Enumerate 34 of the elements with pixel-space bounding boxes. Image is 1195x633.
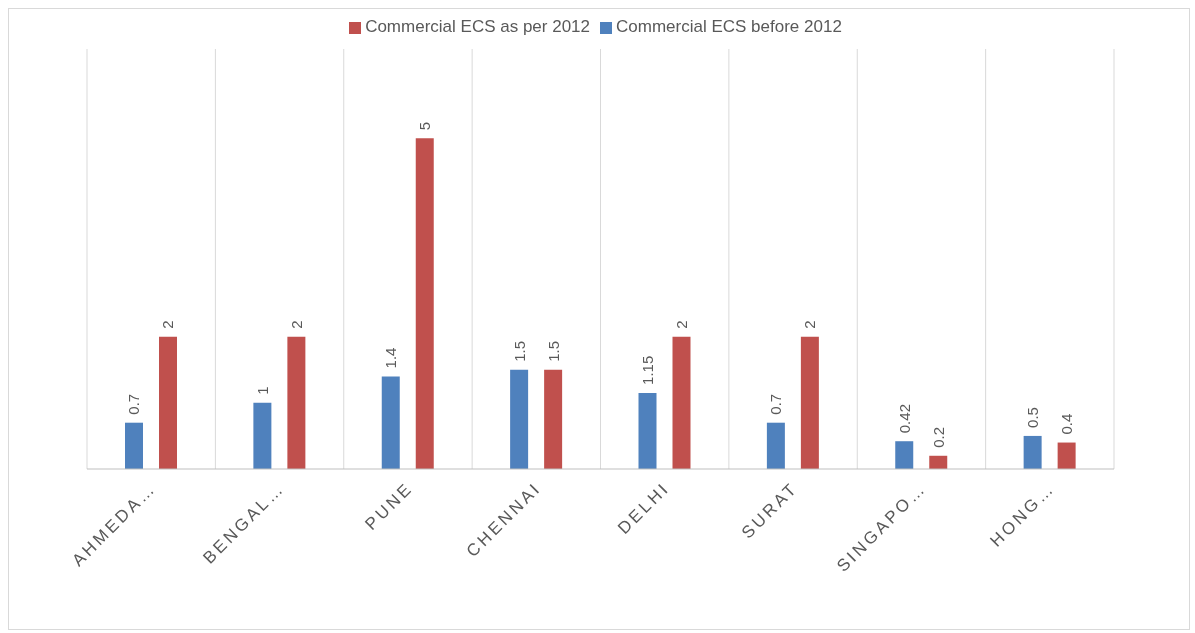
bar [253,402,272,469]
data-label: 0.5 [1024,407,1042,428]
data-label: 0.2 [929,426,947,448]
bar [510,369,529,469]
data-label: 1.15 [639,355,656,385]
bar [415,138,434,469]
legend-label: Commercial ECS before 2012 [616,17,842,36]
bar [125,422,143,469]
legend-label: Commercial ECS as per 2012 [365,17,591,36]
bar [638,392,657,469]
bar [1023,435,1042,469]
bar [672,336,691,469]
data-label: 1.5 [544,340,562,362]
data-label: 2 [801,320,819,329]
data-label: 0.4 [1058,413,1076,435]
data-label: 0.7 [767,393,785,415]
bar [929,455,948,469]
bar [381,376,400,469]
bar [800,336,819,469]
data-label: 5 [416,121,434,131]
bar [1057,442,1076,469]
bar [544,369,563,469]
data-label: 2 [673,320,690,329]
bar [766,422,785,469]
bar [287,336,306,469]
data-label: 2 [159,320,177,329]
data-label: 0.7 [125,393,143,415]
data-label: 0.42 [895,404,913,434]
data-label: 1 [253,386,271,395]
bar [159,336,177,469]
data-label: 2 [287,320,305,329]
data-label: 1.4 [382,347,400,369]
data-label: 1.5 [510,340,528,362]
bar [895,441,914,469]
